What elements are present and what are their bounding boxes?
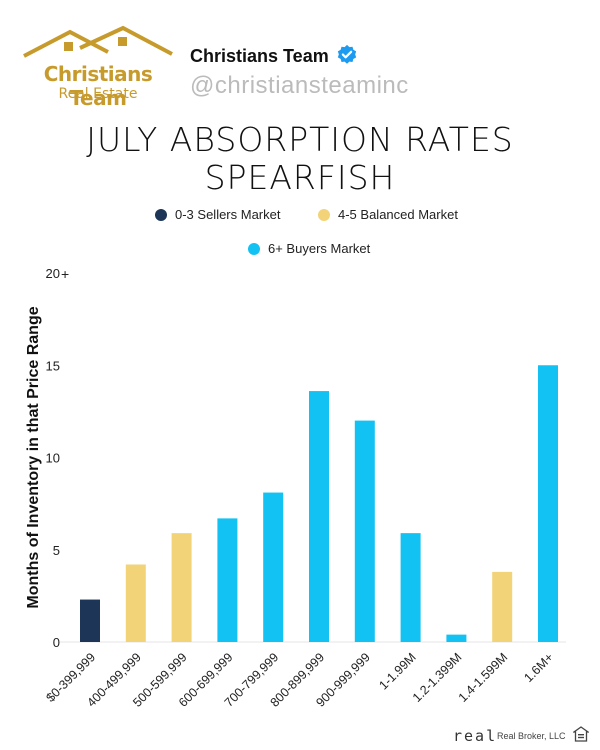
chart-title-line1: JULY ABSORPTION RATES — [86, 120, 514, 159]
legend-swatch-balanced — [318, 208, 330, 221]
y-tick-label: 10 — [46, 451, 60, 466]
legend-item-balanced: 4-5 Balanced Market — [318, 207, 458, 222]
bar-4 — [263, 492, 284, 642]
x-tick-label: 1.6M+ — [521, 650, 556, 685]
footer-brand-text: Real Broker, LLC — [497, 731, 566, 741]
y-tick-label: 20 — [46, 266, 60, 281]
legend-label-buyers: 6+ Buyers Market — [268, 241, 371, 256]
bar-10 — [538, 365, 558, 642]
company-logo: Christians Team Real Estate — [18, 24, 178, 110]
logo-text-primary: Christians Team — [43, 62, 153, 110]
legend-swatch-sellers — [155, 208, 167, 221]
bar-5 — [309, 391, 329, 642]
legend-item-buyers: 6+ Buyers Market — [248, 241, 370, 256]
legend-label-balanced: 4-5 Balanced Market — [338, 207, 458, 222]
y-tick-label: 5 — [53, 543, 60, 558]
bar-2 — [171, 533, 192, 642]
account-name: Christians Team — [190, 46, 329, 66]
bar-9 — [492, 571, 513, 642]
bar-0 — [80, 599, 100, 642]
y-tick-label: 0 — [53, 635, 60, 650]
chart-title-line2: SPEARFISH — [204, 158, 396, 197]
house-roof-icon — [23, 25, 173, 58]
y-axis-label: Months of Inventory in that Price Range — [25, 306, 42, 608]
bar-8 — [446, 634, 467, 642]
legend-label-sellers: 0-3 Sellers Market — [175, 207, 281, 222]
y-top-marker: + — [61, 266, 69, 282]
y-tick-label: 15 — [46, 358, 60, 373]
legend-item-sellers: 0-3 Sellers Market — [155, 207, 280, 222]
account-handle: @christiansteaminc — [190, 72, 409, 99]
bar-6 — [354, 420, 375, 642]
equal-housing-icon — [573, 726, 589, 742]
bar-1 — [125, 564, 146, 642]
x-tick-label: 1.4-1.599M — [456, 650, 511, 705]
legend-swatch-buyers — [248, 242, 260, 255]
x-tick-label: 1-1.99M — [376, 650, 418, 692]
footer-brand-mark: real — [453, 727, 498, 745]
logo-text-secondary: Real Estate — [58, 86, 138, 102]
verified-badge-icon — [337, 44, 357, 64]
bar-3 — [217, 518, 238, 642]
bar-7 — [400, 533, 421, 642]
